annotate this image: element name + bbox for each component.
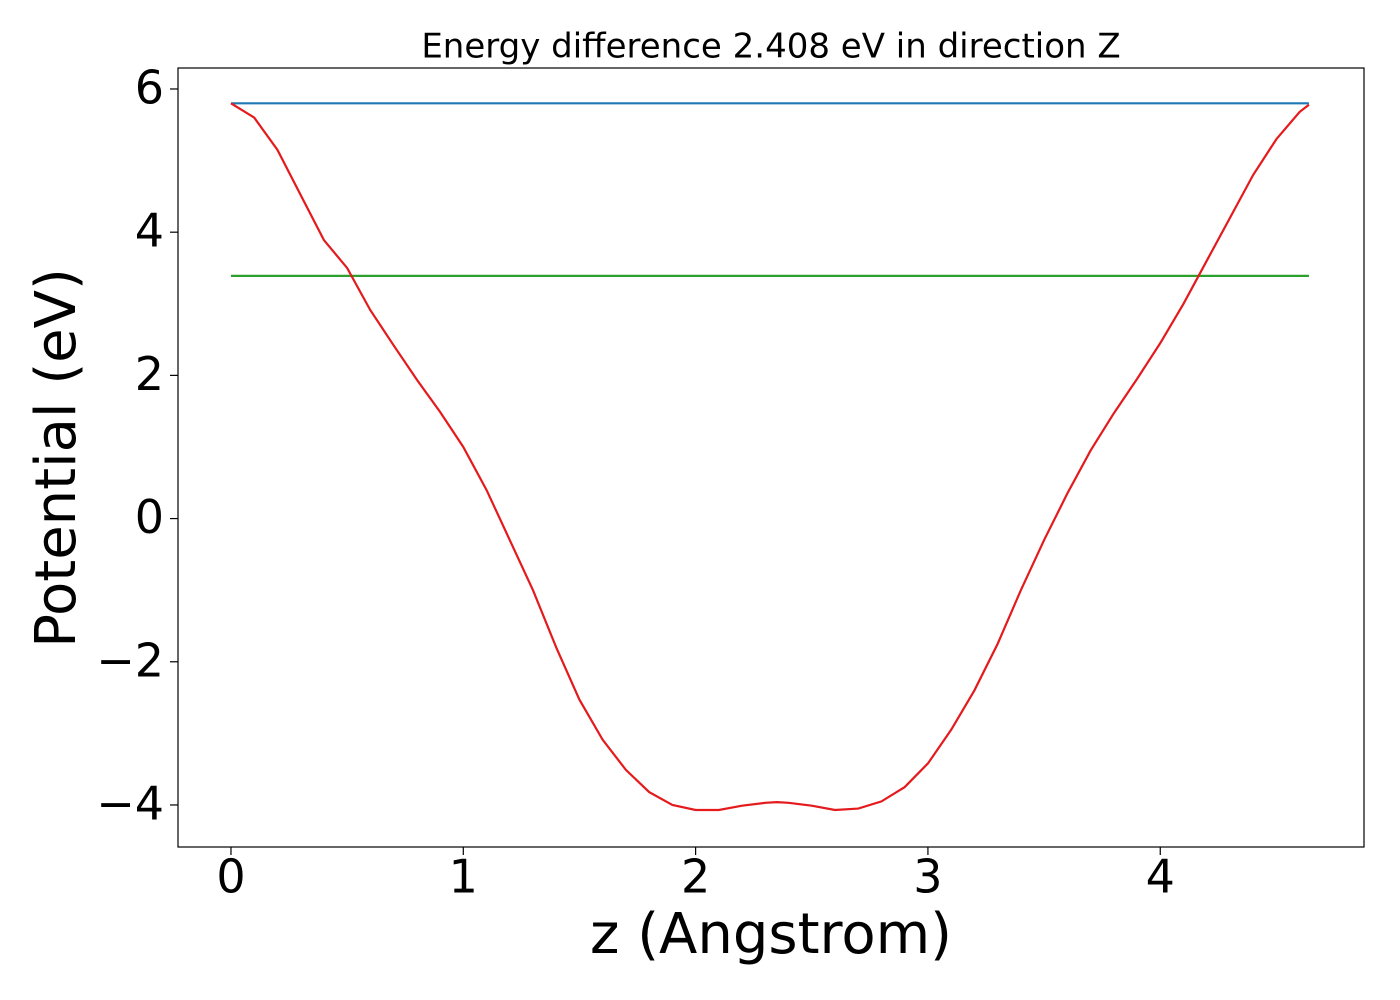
y-tick-label: −4 <box>96 776 164 830</box>
y-tick-label: 6 <box>135 60 164 114</box>
x-tick-label: 3 <box>913 850 942 904</box>
x-axis-label: z (Angstrom) <box>590 902 952 967</box>
y-tick-label: 2 <box>135 347 164 401</box>
x-tick-label: 4 <box>1146 850 1175 904</box>
x-tick-label: 0 <box>216 850 245 904</box>
chart-title: Energy difference 2.408 eV in direction … <box>421 27 1120 67</box>
y-tick-label: 0 <box>135 490 164 544</box>
plot-frame <box>177 67 1365 848</box>
y-tick-label: 4 <box>135 204 164 258</box>
line <box>230 102 1310 812</box>
y-tick-label: −2 <box>96 633 164 687</box>
x-tick-label: 1 <box>449 850 478 904</box>
x-tick-label: 2 <box>681 850 710 904</box>
y-axis-label: Potential (eV) <box>24 268 89 648</box>
